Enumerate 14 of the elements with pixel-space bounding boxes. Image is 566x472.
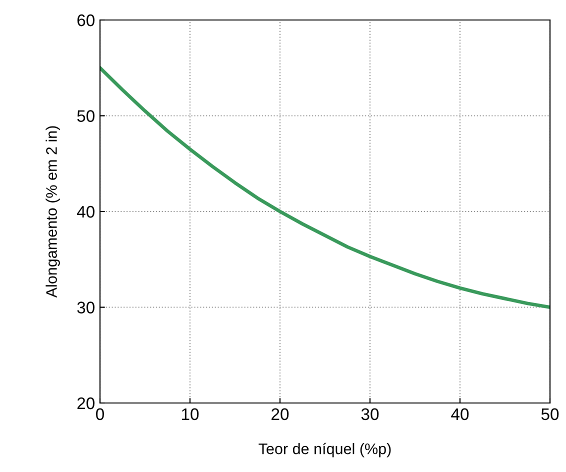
- line-series: [100, 66, 550, 309]
- x-tick-label: 30: [361, 408, 379, 420]
- y-tick-label: 20: [77, 397, 94, 410]
- x-tick-label: 50: [541, 408, 559, 420]
- y-axis-title: Alongamento (% em 2 in): [46, 126, 60, 298]
- y-tick-label: 60: [77, 14, 94, 26]
- x-tick-label: 0: [96, 408, 104, 420]
- x-tick-label: 20: [272, 408, 289, 420]
- x-axis-title: Teor de níquel (%p): [258, 442, 391, 458]
- y-tick-label: 30: [77, 302, 94, 314]
- x-tick-label: 40: [451, 408, 469, 420]
- y-tick-label: 40: [76, 206, 94, 218]
- y-tick-label: 50: [77, 110, 94, 122]
- x-tick-label: 10: [182, 408, 199, 420]
